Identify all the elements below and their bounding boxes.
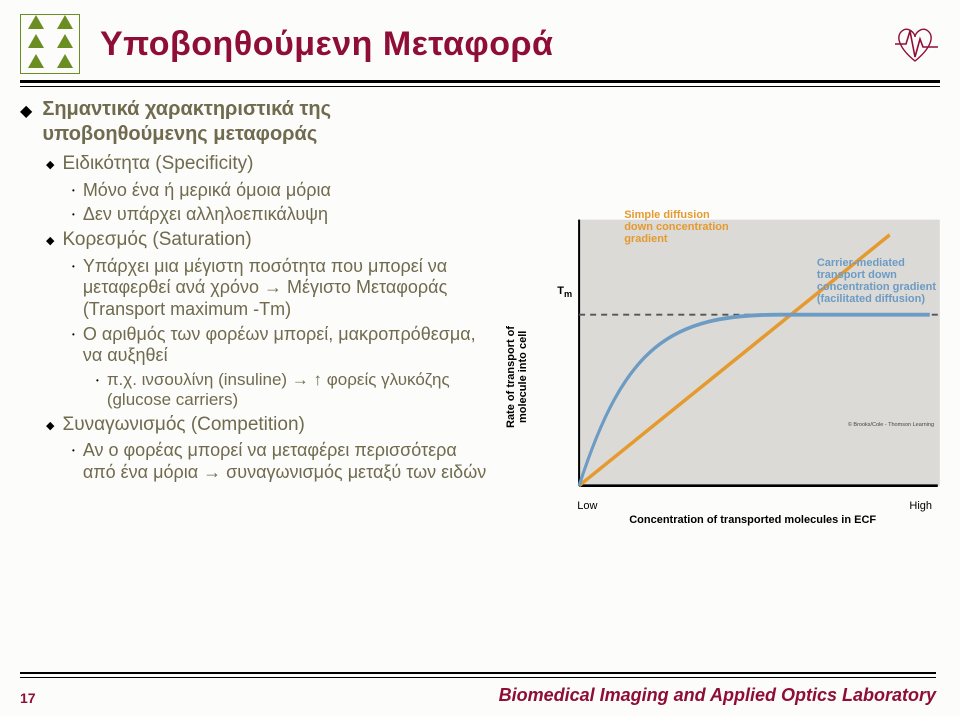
slide-title: Υποβοηθούμενη Μεταφορά	[100, 25, 553, 64]
heartbeat-icon	[890, 19, 940, 69]
bullet-text: Ο αριθμός των φορέων μπορεί, μακροπρόθεσ…	[83, 324, 493, 367]
bullet-icon: •	[72, 330, 75, 367]
bullet-text: Συναγωνισμός (Competition)	[62, 414, 304, 437]
bullet-text: Σημαντικά χαρακτηριστικά της υποβοηθούμε…	[42, 97, 493, 147]
diffusion-chart: Rate of transport ofmolecule into cell	[503, 207, 940, 527]
bullet-icon: •	[96, 376, 99, 411]
bullet-icon: ◆	[46, 158, 54, 176]
x-axis-title: Concentration of transported molecules i…	[529, 514, 940, 527]
legend-carrier: Carrier-mediatedtransport downconcentrat…	[817, 257, 936, 305]
footer-divider	[20, 672, 936, 674]
bullet-text: π.χ. ινσουλίνη (insuline) → ↑ φορείς γλυ…	[107, 370, 493, 411]
bullet-icon: ◆	[20, 101, 32, 121]
tm-label: Tm	[557, 285, 572, 299]
bullet-text: Υπάρχει μια μέγιστη ποσότητα που μπορεί …	[83, 256, 493, 321]
bullet-text: Ειδικότητα (Specificity)	[62, 153, 253, 176]
header-divider	[20, 80, 940, 83]
bullet-text: Μόνο ένα ή μερικά όμοια μόρια	[83, 180, 331, 202]
bullet-text: Κορεσμός (Saturation)	[62, 229, 251, 252]
lab-label: Biomedical Imaging and Applied Optics La…	[499, 685, 936, 706]
page-number: 17	[20, 690, 36, 706]
bullet-text: Δεν υπάρχει αλληλοεπικάλυψη	[83, 204, 328, 226]
bullet-icon: •	[72, 186, 75, 202]
x-axis-labels: Low High	[529, 500, 940, 512]
chart-svg	[529, 207, 940, 498]
y-axis-label: Rate of transport ofmolecule into cell	[503, 207, 529, 527]
leaf-logo	[20, 14, 80, 74]
bullet-icon: •	[72, 262, 75, 321]
bullet-icon: •	[72, 446, 75, 483]
bullet-list: ◆ Σημαντικά χαρακτηριστικά της υποβοηθού…	[20, 97, 493, 637]
bullet-text: Αν ο φορέας μπορεί να μεταφέρει περισσότ…	[83, 440, 493, 483]
bullet-icon: ◆	[46, 419, 54, 437]
copyright: © Brooks/Cole - Thomson Learning	[848, 422, 934, 428]
bullet-icon: •	[72, 210, 75, 226]
legend-diffusion: Simple diffusiondown concentrationgradie…	[624, 209, 729, 245]
bullet-icon: ◆	[46, 234, 54, 252]
